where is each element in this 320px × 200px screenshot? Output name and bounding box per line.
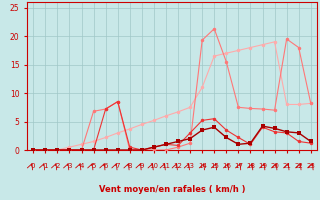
X-axis label: Vent moyen/en rafales ( km/h ): Vent moyen/en rafales ( km/h ) [99,185,245,194]
